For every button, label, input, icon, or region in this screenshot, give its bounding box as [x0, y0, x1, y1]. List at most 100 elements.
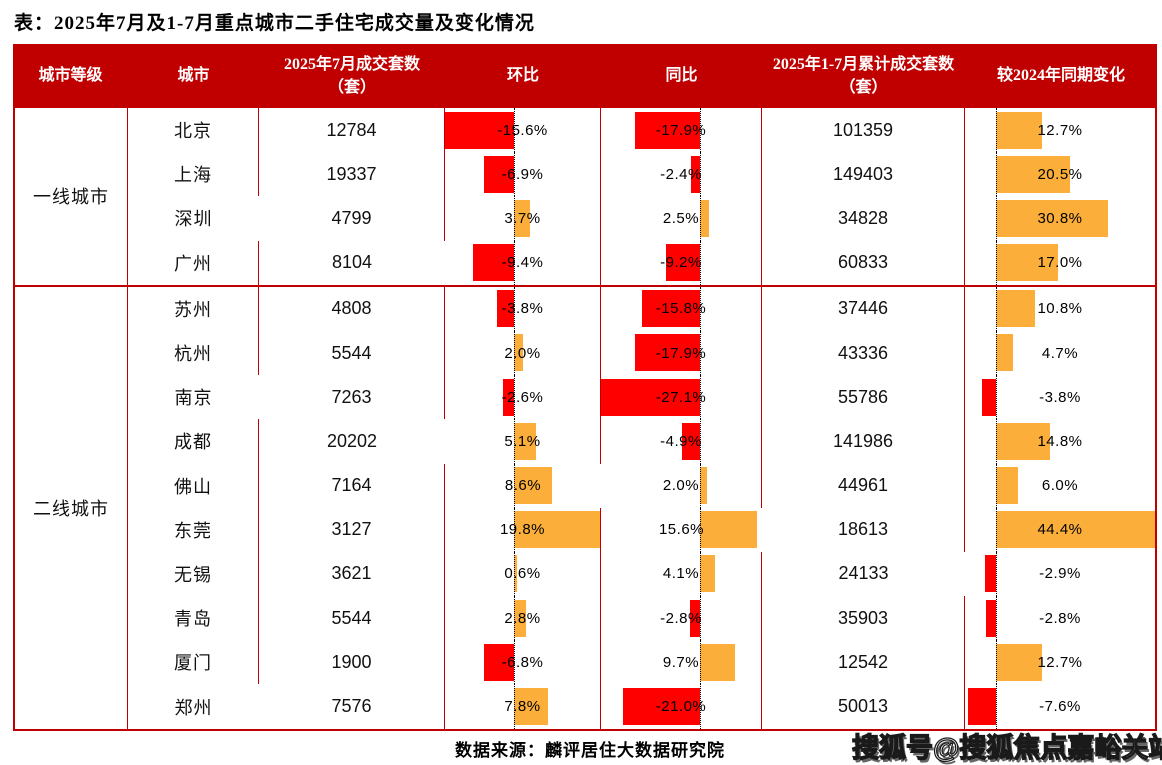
- city-name: 无锡: [128, 551, 259, 597]
- zero-axis-line: [700, 286, 701, 331]
- chg-bar-cell: 10.8%: [965, 286, 1155, 331]
- yoy-bar-cell: 2.0%: [601, 463, 762, 508]
- yoy-value-label: -27.1%: [655, 388, 707, 406]
- chg-bar: [985, 599, 996, 637]
- zero-axis-line: [514, 551, 515, 597]
- zero-axis-line: [700, 240, 701, 285]
- yoy-value-label: 2.5%: [662, 209, 700, 227]
- jul-sales-value: 19337: [259, 152, 445, 197]
- zero-axis-line: [514, 196, 515, 241]
- mom-bar: [497, 290, 514, 328]
- mom-value-label: 19.8%: [499, 521, 546, 539]
- jul-sales-value: 4808: [259, 286, 445, 331]
- mom-value-label: 7.8%: [504, 698, 541, 716]
- chg-bar-cell: -2.8%: [965, 596, 1155, 641]
- tier-cell: 二线城市: [15, 286, 128, 729]
- yoy-value-label: 15.6%: [658, 521, 705, 539]
- mom-value-label: -15.6%: [497, 121, 548, 139]
- cum-sales-value: 24133: [838, 563, 889, 584]
- zero-axis-line: [514, 330, 515, 376]
- zero-axis-line: [700, 463, 701, 508]
- zero-axis-line: [700, 152, 701, 197]
- cum-sales-value: 37446: [762, 286, 965, 331]
- table-body: 一线城市 北京 12784 -15.6% -17.9% 101359 12.7% 上海 1933…: [13, 108, 1157, 731]
- zero-axis-line: [514, 463, 515, 508]
- zero-axis-line: [700, 596, 701, 641]
- chg-bar: [968, 687, 996, 725]
- mom-bar-cell: 0.6%: [445, 551, 601, 597]
- chg-value-label: 30.8%: [1037, 209, 1083, 227]
- header-yoy: 同比: [665, 67, 698, 85]
- zero-axis-line: [700, 551, 701, 597]
- header-cum-change: 较2024年同期变化: [996, 67, 1125, 85]
- mom-bar-cell: -6.8%: [445, 640, 601, 685]
- mom-value-label: -2.6%: [501, 388, 544, 406]
- yoy-bar-cell: -17.9%: [601, 108, 762, 153]
- chg-bar: [996, 244, 1058, 282]
- mom-bar-cell: 8.6%: [445, 463, 601, 508]
- chg-bar-cell: 30.8%: [965, 196, 1155, 241]
- zero-axis-line: [996, 596, 997, 641]
- yoy-bar-cell: -15.8%: [601, 286, 762, 331]
- yoy-value-label: -9.2%: [660, 254, 702, 272]
- yoy-bar: [700, 643, 736, 681]
- jul-sales-value: 12784: [259, 108, 445, 153]
- jul-sales-value: 7263: [259, 375, 445, 420]
- jul-sales-value: 7164: [259, 463, 445, 508]
- mom-bar: [514, 511, 600, 549]
- yoy-value-label: -17.9%: [655, 121, 707, 139]
- zero-axis-line: [700, 507, 701, 552]
- zero-axis-line: [514, 375, 515, 420]
- city-name: 上海: [128, 152, 259, 197]
- jul-sales-value: 8104: [331, 252, 373, 273]
- yoy-bar: [601, 378, 700, 416]
- chg-value-label: -3.8%: [1039, 388, 1081, 406]
- chg-bar-cell: 44.4%: [965, 507, 1155, 552]
- mom-value-label: 2.8%: [504, 609, 541, 627]
- chg-bar-cell: -7.6%: [965, 684, 1155, 729]
- zero-axis-line: [996, 286, 997, 331]
- tier-group-2: 二线城市 苏州 4808 -3.8% -15.8% 37446 10.8% 杭州 5544 2.0…: [15, 284, 1155, 729]
- mom-value-label: 8.6%: [504, 477, 542, 495]
- zero-axis-line: [514, 507, 515, 552]
- yoy-value-label: -4.9%: [660, 432, 702, 450]
- chg-bar: [996, 643, 1043, 681]
- chg-value-label: 14.8%: [1037, 432, 1083, 450]
- city-name: 广州: [128, 240, 259, 285]
- chg-value-label: 44.4%: [1037, 521, 1083, 539]
- zero-axis-line: [996, 152, 997, 197]
- zero-axis-line: [996, 419, 997, 464]
- sohu-watermark: 搜狐号@搜狐焦点嘉峪关站: [851, 732, 1162, 763]
- chg-bar-cell: 12.7%: [965, 640, 1155, 685]
- jul-sales-value: 5544: [259, 330, 445, 376]
- chg-bar-cell: 6.0%: [965, 463, 1155, 508]
- zero-axis-line: [514, 419, 515, 464]
- mom-bar: [472, 244, 514, 282]
- yoy-bar-cell: 2.5%: [601, 196, 762, 241]
- mom-bar: [514, 555, 517, 593]
- zero-axis-line: [514, 596, 515, 641]
- cum-sales-value: 141986: [762, 419, 965, 464]
- zero-axis-line: [700, 375, 701, 420]
- cum-sales-value: 101359: [762, 108, 965, 153]
- zero-axis-line: [514, 240, 515, 285]
- mom-bar-cell: -15.6%: [445, 108, 601, 153]
- cum-sales-value: 43336: [762, 330, 965, 376]
- yoy-bar: [634, 334, 700, 372]
- chg-bar: [996, 467, 1018, 504]
- yoy-bar-cell: -9.2%: [601, 240, 762, 285]
- zero-axis-line: [996, 507, 997, 552]
- chg-value-label: 12.7%: [1037, 653, 1083, 671]
- zero-axis-line: [514, 640, 515, 685]
- chg-bar: [996, 199, 1108, 237]
- mom-bar: [514, 599, 527, 637]
- mom-bar-cell: -2.6%: [445, 375, 601, 420]
- zero-axis-line: [514, 684, 515, 729]
- yoy-bar: [700, 199, 710, 237]
- tier-cell: 一线城市: [15, 108, 128, 285]
- cum-sales-value: 12542: [762, 640, 965, 685]
- cum-sales-value: 44961: [762, 463, 965, 508]
- tier-group-1: 一线城市 北京 12784 -15.6% -17.9% 101359 12.7% 上海 1933…: [15, 108, 1155, 285]
- jul-sales-value: 5544: [259, 596, 445, 641]
- cum-sales-value: 18613: [762, 507, 965, 552]
